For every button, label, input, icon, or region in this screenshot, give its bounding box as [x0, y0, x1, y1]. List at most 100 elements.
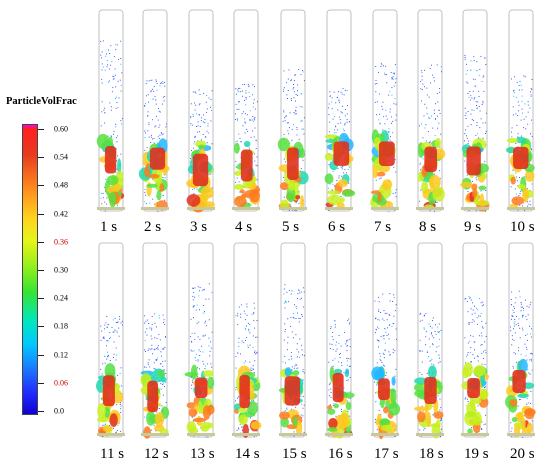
particle-dot [120, 385, 122, 387]
particle-dot [197, 367, 198, 369]
particle-dot [469, 340, 471, 342]
particle-dot [331, 336, 333, 338]
particle-dot [159, 124, 161, 126]
particle-dot [420, 189, 422, 191]
particle-dot [530, 91, 531, 93]
particle-dot [247, 84, 249, 85]
particle-dot [395, 119, 397, 121]
particle-dot [240, 141, 242, 143]
particle-dot [334, 324, 336, 326]
particle-dot [522, 202, 524, 204]
particle-dot [245, 90, 247, 92]
particle-dot [512, 309, 514, 311]
particle-dot [420, 435, 422, 437]
particle-dot [151, 327, 153, 329]
particle-dot [151, 338, 153, 340]
particle-dot [119, 316, 121, 318]
particle-dot [426, 352, 428, 353]
particle-cluster [233, 184, 245, 190]
particle-cluster [517, 393, 529, 399]
particle-dot [193, 420, 194, 422]
particle-dot [295, 94, 297, 95]
particle-dot [107, 356, 109, 358]
particle-dot [202, 289, 204, 291]
particle-dot [341, 105, 343, 107]
particle-dot [121, 72, 123, 74]
particle-dot [388, 131, 390, 133]
particle-dot [115, 322, 117, 323]
particle-dot [283, 293, 285, 295]
colorbar-tick-mark [38, 129, 44, 130]
particle-dot [244, 113, 246, 115]
particle-dot [381, 64, 383, 66]
particle-dot [346, 340, 348, 342]
time-label: 6 s [328, 219, 346, 235]
particle-dot [244, 360, 246, 362]
particle-dot [144, 331, 146, 333]
column-snapshot [461, 242, 490, 438]
particle-dot [334, 116, 335, 117]
particle-dot [466, 135, 467, 137]
particle-dot [119, 79, 121, 81]
particle-dot [291, 366, 293, 368]
particle-cluster [234, 195, 247, 208]
particle-dot [199, 287, 201, 288]
particle-dot [148, 359, 150, 361]
particle-cluster [472, 188, 478, 199]
particle-dot [481, 335, 483, 337]
particle-dot [383, 65, 384, 67]
particle-dot [388, 94, 390, 96]
particle-dot [295, 110, 297, 112]
particle-dot [120, 367, 122, 369]
particle-dot [466, 174, 468, 176]
particle-cluster [391, 376, 396, 386]
particle-dot [190, 103, 192, 105]
particle-dot [118, 327, 120, 329]
particle-dot [154, 126, 156, 128]
particle-dot [199, 355, 201, 356]
particle-dot [190, 340, 192, 342]
particle-dot [198, 104, 200, 106]
particle-dot [513, 323, 515, 325]
particle-dot [119, 430, 121, 432]
particle-dot [198, 295, 200, 297]
particle-dot [100, 54, 102, 56]
particle-dot [384, 328, 386, 330]
particle-dot [529, 304, 531, 306]
particle-dot [295, 318, 297, 319]
particle-dot [338, 116, 340, 118]
particle-dot [516, 180, 518, 182]
particle-dot [419, 371, 421, 373]
particle-dot [391, 116, 393, 118]
particle-dot [252, 369, 254, 370]
particle-dot [162, 96, 164, 98]
particle-dot [346, 172, 348, 174]
dense-core [102, 375, 115, 407]
particle-dot [154, 313, 156, 315]
particle-dot [328, 209, 330, 211]
particle-dot [244, 132, 246, 134]
particle-dot [102, 337, 104, 339]
particle-dot [480, 55, 482, 57]
particle-dot [470, 335, 472, 337]
particle-dot [199, 338, 201, 340]
particle-dot [420, 312, 422, 314]
particle-dot [115, 107, 117, 109]
particle-dot [235, 93, 237, 95]
particle-cluster [109, 413, 118, 427]
particle-dot [431, 335, 433, 337]
particle-dot [423, 327, 425, 329]
particle-dot [349, 358, 351, 360]
particle-dot [518, 195, 520, 196]
particle-dot [440, 66, 442, 68]
particle-dot [466, 70, 468, 71]
particle-dot [295, 305, 297, 307]
particle-dot [347, 358, 349, 360]
particle-dot [294, 74, 296, 76]
particle-dot [349, 365, 351, 367]
particle-dot [429, 117, 431, 119]
particle-dot [235, 315, 237, 317]
particle-dot [206, 142, 208, 144]
particle-dot [514, 92, 515, 94]
particle-dot [202, 360, 204, 362]
